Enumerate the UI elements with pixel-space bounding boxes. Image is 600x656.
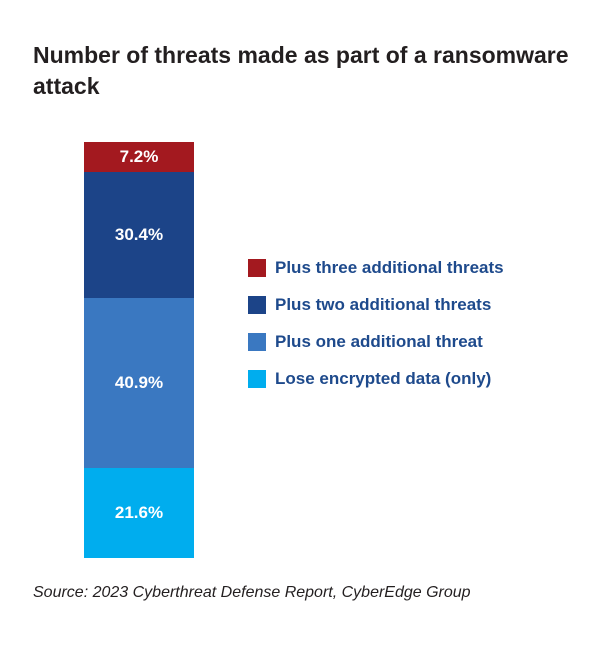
legend-item: Lose encrypted data (only) — [248, 367, 593, 389]
legend-label: Lose encrypted data (only) — [275, 369, 492, 388]
source-note: Source: 2023 Cyberthreat Defense Report,… — [33, 584, 471, 601]
legend-item: Plus three additional threats — [248, 256, 593, 278]
segment-value-label: 40.9% — [114, 373, 164, 392]
legend-item: Plus one additional threat — [248, 330, 593, 352]
bar-segment: 30.4% — [84, 172, 194, 298]
bar-segment: 21.6% — [84, 468, 194, 558]
legend-swatch — [248, 259, 266, 277]
bar-segment: 7.2% — [84, 142, 194, 172]
bar-segment: 40.9% — [84, 298, 194, 468]
legend-label: Plus one additional threat — [275, 332, 483, 351]
legend-swatch — [248, 296, 266, 314]
segment-value-label: 21.6% — [114, 503, 164, 522]
legend-swatch — [248, 370, 266, 388]
segment-value-label: 30.4% — [114, 225, 164, 244]
legend-label: Plus two additional threats — [275, 295, 492, 314]
legend-label: Plus three additional threats — [275, 258, 504, 277]
segment-value-label: 7.2% — [119, 147, 159, 166]
legend-swatch — [248, 333, 266, 351]
stacked-bar: 7.2% 30.4% 40.9% 21.6% — [84, 142, 194, 558]
legend: Plus three additional threats Plus two ad… — [248, 256, 593, 404]
chart-title: Number of threats made as part of a rans… — [33, 42, 569, 99]
legend-item: Plus two additional threats — [248, 293, 593, 315]
